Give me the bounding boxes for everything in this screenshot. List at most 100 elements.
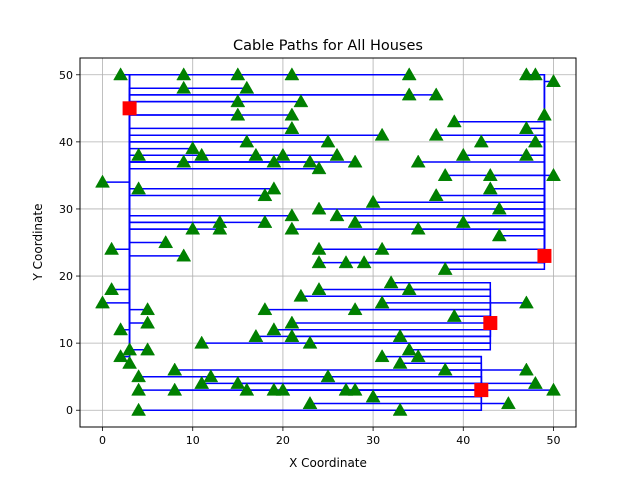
house-marker	[527, 67, 543, 81]
house-marker	[392, 328, 408, 342]
house-marker	[518, 147, 534, 161]
y-tick-label: 40	[59, 136, 73, 149]
house-marker	[401, 67, 417, 81]
house-marker	[95, 295, 110, 309]
house-marker	[546, 382, 561, 396]
house-marker	[248, 328, 264, 342]
house-marker	[113, 349, 129, 363]
house-marker	[284, 107, 300, 121]
house-marker	[500, 395, 516, 410]
house-marker	[167, 382, 183, 396]
house-marker	[347, 382, 363, 396]
x-tick-label: 40	[456, 434, 470, 447]
house-marker	[392, 402, 408, 416]
house-marker	[347, 154, 363, 168]
house-marker	[275, 147, 291, 161]
house-marker	[131, 147, 147, 161]
house-marker	[257, 302, 273, 316]
house-marker	[284, 328, 300, 342]
house-marker	[239, 80, 255, 94]
house-marker	[284, 208, 300, 222]
house-marker	[266, 181, 282, 195]
house-marker	[455, 147, 471, 161]
house-marker	[113, 67, 129, 81]
battery-marker	[122, 101, 137, 116]
house-marker	[365, 389, 381, 403]
house-marker	[482, 181, 498, 195]
house-marker	[239, 382, 255, 396]
house-marker	[194, 335, 210, 349]
house-marker	[176, 80, 192, 94]
house-marker	[356, 255, 372, 269]
house-marker	[203, 369, 219, 383]
house-marker	[302, 154, 318, 168]
house-marker	[302, 395, 318, 410]
house-marker	[104, 241, 120, 255]
house-marker	[491, 201, 507, 215]
house-marker	[140, 315, 156, 329]
house-marker	[176, 67, 192, 81]
house-marker	[113, 322, 129, 336]
battery-marker	[483, 316, 498, 331]
house-marker	[104, 281, 120, 295]
house-marker	[131, 402, 147, 416]
plot-frame	[79, 57, 577, 428]
house-marker	[311, 281, 327, 295]
house-marker	[185, 221, 201, 235]
house-marker	[284, 67, 300, 81]
house-markers	[95, 67, 561, 416]
house-marker	[410, 349, 426, 363]
house-marker	[284, 221, 300, 235]
house-marker	[158, 234, 174, 249]
house-marker	[131, 181, 147, 195]
house-marker	[122, 342, 138, 356]
y-axis-label: Y Coordinate	[31, 204, 45, 282]
chart-title: Cable Paths for All Houses	[233, 38, 423, 54]
house-marker	[311, 255, 327, 269]
house-marker	[248, 147, 264, 161]
y-tick-label: 10	[59, 337, 73, 350]
house-marker	[284, 315, 300, 329]
house-marker	[167, 362, 183, 376]
x-tick-label: 10	[186, 434, 200, 447]
house-marker	[194, 375, 210, 389]
house-marker	[230, 375, 246, 389]
house-marker	[122, 355, 138, 369]
house-marker	[320, 134, 336, 148]
house-marker	[185, 141, 201, 155]
house-marker	[293, 288, 309, 302]
x-axis-label: X Coordinate	[289, 456, 367, 470]
house-marker	[239, 134, 255, 148]
x-tick-label: 50	[546, 434, 560, 447]
house-marker	[546, 167, 561, 181]
house-marker	[131, 382, 147, 396]
house-marker	[320, 369, 336, 383]
house-marker	[131, 369, 147, 383]
x-tick-label: 20	[276, 434, 290, 447]
y-tick-label: 20	[59, 270, 73, 283]
house-marker	[311, 201, 327, 215]
y-tick-label: 30	[59, 203, 73, 216]
house-marker	[338, 255, 354, 269]
house-marker	[437, 362, 453, 376]
house-marker	[455, 214, 471, 228]
y-tick-label: 50	[59, 69, 73, 82]
house-marker	[302, 335, 318, 349]
house-marker	[527, 134, 543, 148]
house-marker	[518, 295, 534, 309]
house-marker	[275, 382, 291, 396]
house-marker	[518, 362, 534, 376]
x-tick-label: 0	[99, 434, 106, 447]
house-marker	[428, 87, 444, 101]
house-marker	[230, 107, 246, 121]
house-marker	[95, 174, 110, 188]
house-marker	[176, 154, 192, 168]
house-marker	[401, 281, 417, 295]
house-marker	[374, 241, 390, 255]
house-marker	[212, 221, 228, 235]
house-marker	[437, 261, 453, 275]
x-tick-label: 30	[366, 434, 380, 447]
y-tick-label: 0	[66, 404, 73, 417]
